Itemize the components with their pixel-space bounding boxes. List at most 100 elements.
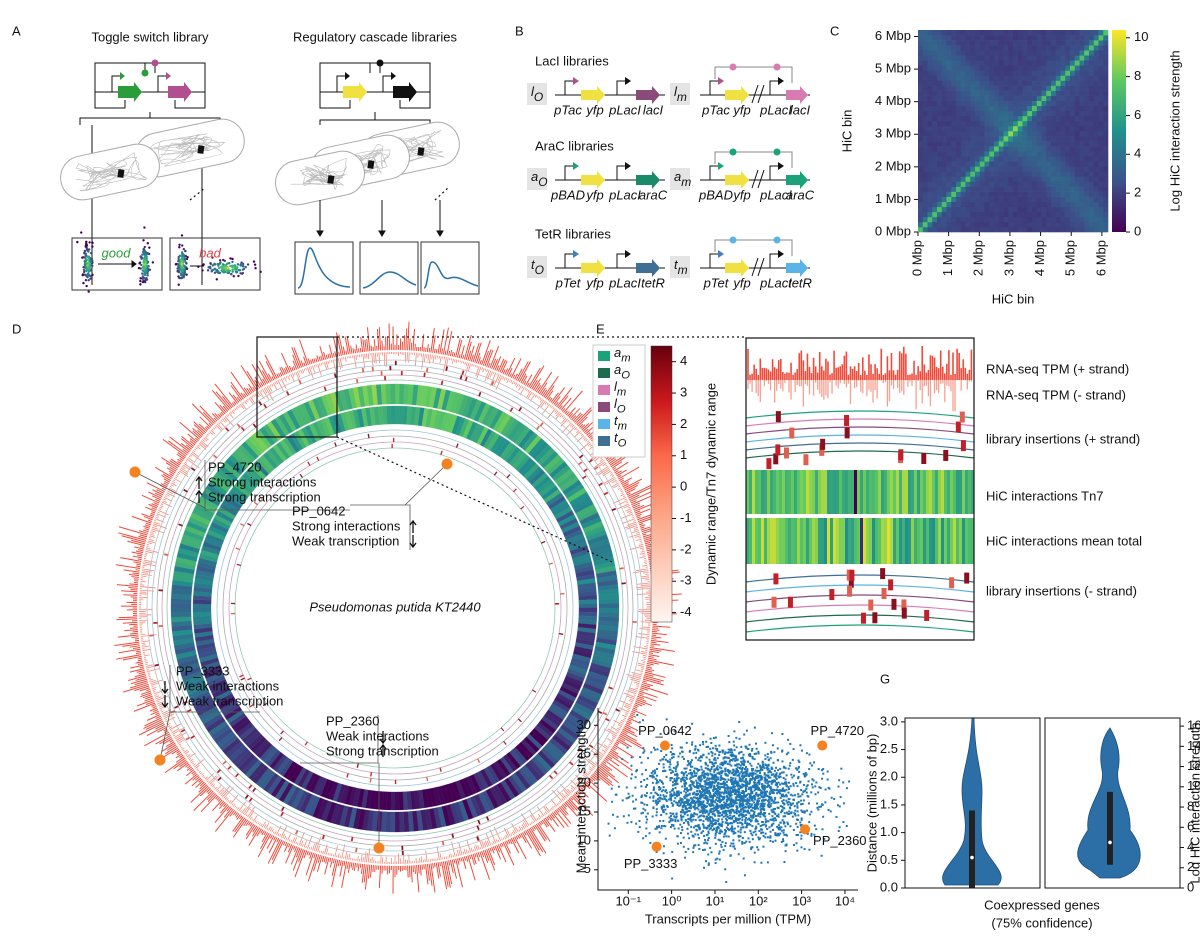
heatmap-cell <box>1084 141 1090 147</box>
heatmap-cell <box>1017 50 1023 56</box>
heatmap-cell <box>1065 80 1071 86</box>
heatmap-cell <box>956 216 962 223</box>
heatmap-cell <box>979 105 985 112</box>
heatmap-cell <box>965 105 971 112</box>
background-point <box>635 770 638 773</box>
heatmap-cell <box>994 50 1000 56</box>
heatmap-cell <box>1041 65 1047 71</box>
heatmap-cell <box>960 151 966 157</box>
heatmap-cell <box>951 136 957 142</box>
cytometry-dot <box>202 263 205 266</box>
cytometry-dot <box>183 270 187 274</box>
cytometry-dot <box>139 277 142 280</box>
background-point <box>800 799 803 802</box>
heatmap-cell <box>956 100 962 107</box>
background-point <box>726 819 729 822</box>
heat-strip <box>932 470 936 514</box>
heatmap-cell <box>1036 55 1042 61</box>
background-point <box>817 791 820 794</box>
heatmap-cell <box>1041 136 1047 142</box>
background-point <box>674 819 677 822</box>
heatmap-cell <box>937 221 943 228</box>
heatmap-cell <box>941 201 947 208</box>
heatmap-cell <box>1036 186 1042 192</box>
background-point <box>664 837 667 840</box>
insertion <box>775 411 781 423</box>
heatmap-cell <box>975 191 981 197</box>
background-point <box>690 814 693 817</box>
heatmap-cell <box>918 211 924 218</box>
heatmap-cell <box>927 151 933 157</box>
heatmap-cell <box>998 35 1004 41</box>
heatmap-cell <box>965 35 971 41</box>
background-point <box>734 791 737 794</box>
heatmap-cell <box>1084 161 1090 167</box>
ring-segment <box>605 717 610 722</box>
heatmap-cell <box>1079 226 1085 233</box>
background-point <box>679 842 682 845</box>
background-point <box>757 788 760 791</box>
track-label: RNA-seq TPM (+ strand) <box>986 361 1129 376</box>
heatmap-cell <box>1046 131 1052 137</box>
background-point <box>715 819 718 822</box>
background-point <box>691 765 694 768</box>
heatmap-cell <box>941 161 947 167</box>
heatmap-cell <box>1084 110 1090 117</box>
heatmap-cell <box>927 35 933 41</box>
heatmap-cell <box>1027 65 1033 71</box>
heatmap-cell <box>1089 156 1095 162</box>
heatmap-cell <box>951 186 957 192</box>
heatmap-cell <box>1022 30 1028 36</box>
shape <box>751 257 765 277</box>
heatmap-cell <box>1017 221 1023 228</box>
background-point <box>696 786 699 789</box>
background-point <box>645 827 648 830</box>
cytometry-dot <box>217 264 220 267</box>
background-point <box>774 796 777 799</box>
heatmap-cell <box>922 115 928 122</box>
background-point <box>779 796 782 799</box>
heatmap-cell <box>1093 151 1099 157</box>
heatmap-cell <box>975 55 981 61</box>
background-point <box>710 750 713 753</box>
heatmap-cell <box>1032 120 1038 127</box>
cytometry-dot <box>231 270 234 273</box>
background-point <box>768 784 771 787</box>
background-point <box>639 756 642 759</box>
cytometry-dot <box>177 283 180 286</box>
background-point <box>772 808 775 811</box>
heatmap-cell <box>1055 100 1061 107</box>
cytometry-dot <box>87 278 90 282</box>
heatmap-cell <box>1084 85 1090 91</box>
cytometry-dot <box>239 264 242 267</box>
background-point <box>777 828 780 831</box>
heatmap-cell <box>941 131 947 137</box>
ring-segment <box>225 427 230 432</box>
heatmap-cell <box>1013 221 1019 228</box>
background-point <box>766 861 769 864</box>
heatmap-cell <box>946 171 952 177</box>
background-point <box>705 860 708 863</box>
ring-segment <box>369 778 372 783</box>
heatmap-cell <box>1074 90 1080 96</box>
background-point <box>735 809 738 812</box>
background-point <box>694 844 697 847</box>
heatmap-cell <box>927 196 933 202</box>
background-point <box>789 762 792 765</box>
cytometry-dot <box>83 251 86 255</box>
background-point <box>685 767 688 770</box>
background-point <box>729 827 732 830</box>
part-label: yfp <box>585 102 603 117</box>
background-point <box>733 847 736 850</box>
heatmap-cell <box>922 60 928 66</box>
heatmap-cell <box>1093 191 1099 197</box>
heatmap-cell <box>918 216 924 223</box>
library-symbol: lm <box>674 84 687 104</box>
background-point <box>760 811 763 814</box>
heatmap-cell <box>1022 201 1028 208</box>
heatmap-cell <box>989 216 995 223</box>
panel-label: A <box>12 23 21 38</box>
heatmap-cell <box>975 171 981 177</box>
heatmap-cell <box>1013 146 1019 152</box>
heatmap-cell <box>951 35 957 41</box>
